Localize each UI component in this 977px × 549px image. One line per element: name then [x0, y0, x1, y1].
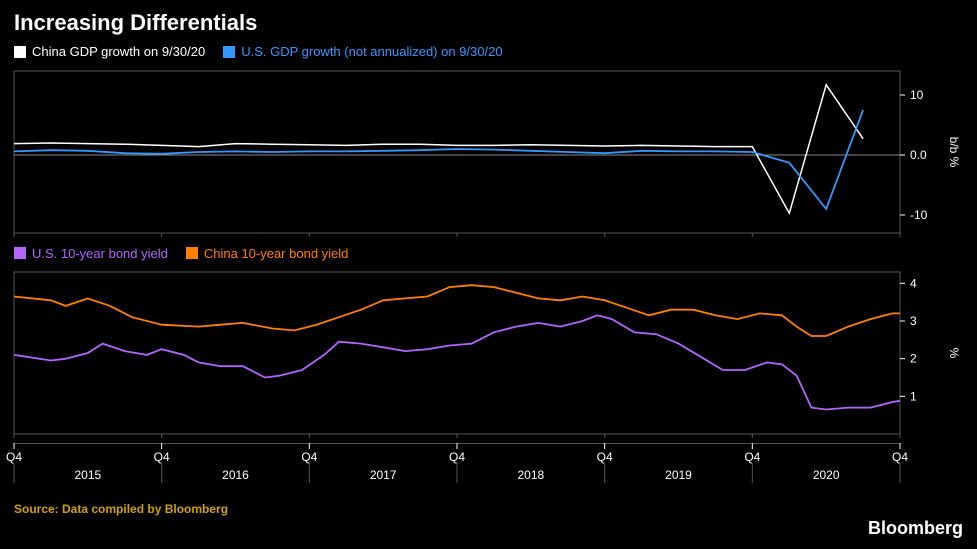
legend-swatch [14, 247, 26, 259]
legend-item: China GDP growth on 9/30/20 [14, 44, 205, 59]
svg-text:0.0: 0.0 [910, 148, 927, 162]
series-us-gdp [14, 110, 863, 209]
svg-text:2015: 2015 [74, 468, 101, 482]
legend-item: China 10-year bond yield [186, 246, 349, 261]
svg-text:Q4: Q4 [301, 450, 317, 464]
chart-title: Increasing Differentials [0, 0, 977, 40]
bloomberg-watermark: Bloomberg [868, 518, 963, 539]
svg-text:2018: 2018 [517, 468, 544, 482]
series-us-10y [14, 315, 900, 409]
svg-text:Q4: Q4 [744, 450, 760, 464]
svg-text:2020: 2020 [813, 468, 840, 482]
legend-item: U.S. GDP growth (not annualized) on 9/30… [223, 44, 502, 59]
legend-label: U.S. GDP growth (not annualized) on 9/30… [241, 44, 502, 59]
legend-swatch [223, 46, 235, 58]
series-china-10y [14, 285, 900, 336]
svg-text:Q4: Q4 [892, 450, 908, 464]
svg-text:4: 4 [910, 276, 917, 290]
svg-text:2019: 2019 [665, 468, 692, 482]
legend-label: U.S. 10-year bond yield [32, 246, 168, 261]
svg-text:2016: 2016 [222, 468, 249, 482]
svg-text:1: 1 [910, 389, 917, 403]
legend-label: China GDP growth on 9/30/20 [32, 44, 205, 59]
svg-text:Q4: Q4 [154, 450, 170, 464]
top-legend: China GDP growth on 9/30/20 U.S. GDP grow… [0, 40, 977, 67]
svg-text:Q4: Q4 [6, 450, 22, 464]
svg-text:%: % [947, 348, 961, 359]
legend-label: China 10-year bond yield [204, 246, 349, 261]
svg-text:2017: 2017 [370, 468, 397, 482]
svg-text:10: 10 [910, 88, 924, 102]
bottom-legend: U.S. 10-year bond yield China 10-year bon… [0, 242, 977, 269]
legend-swatch [186, 247, 198, 259]
svg-text:b/b %: b/b % [947, 136, 961, 167]
legend-swatch [14, 46, 26, 58]
x-axis: Q4 Q4 Q4 Q4 Q4 Q4 Q4 2015 2016 2017 2018 2019 2020 [0, 443, 977, 496]
top-chart: -10 0.0 10 b/b % [0, 67, 977, 242]
bottom-chart: 1 2 3 4% [0, 268, 977, 443]
svg-text:-10: -10 [910, 208, 928, 222]
svg-text:Q4: Q4 [597, 450, 613, 464]
svg-text:2: 2 [910, 352, 917, 366]
legend-item: U.S. 10-year bond yield [14, 246, 168, 261]
source-line: Source: Data compiled by Bloomberg [0, 496, 977, 516]
svg-text:3: 3 [910, 314, 917, 328]
svg-text:Q4: Q4 [449, 450, 465, 464]
